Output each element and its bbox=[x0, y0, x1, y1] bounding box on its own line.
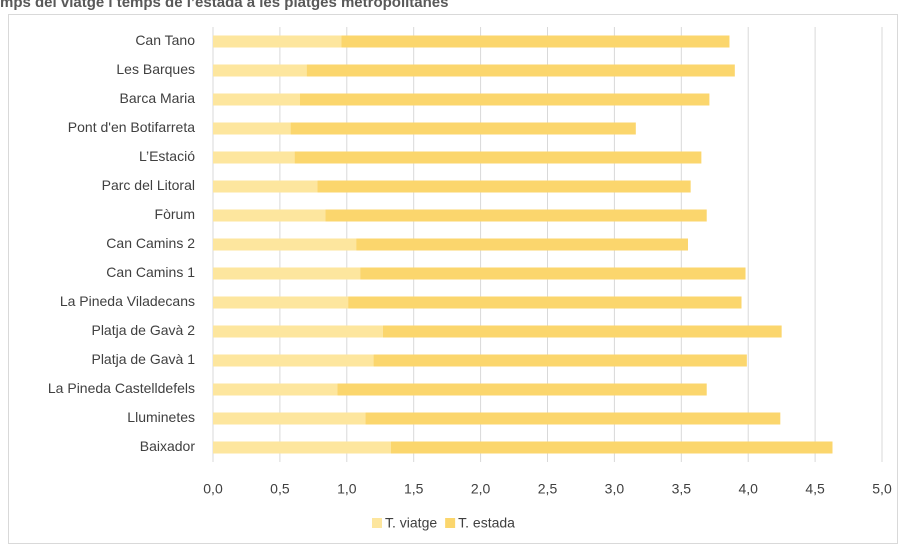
bar-segment bbox=[213, 238, 357, 251]
y-tick-label: Parc del Litoral bbox=[102, 177, 195, 193]
legend-swatch bbox=[372, 518, 382, 528]
bar-segment bbox=[213, 122, 291, 135]
bar-segment bbox=[390, 441, 833, 454]
bar-segment bbox=[213, 151, 295, 164]
bar-segment bbox=[294, 151, 702, 164]
bar-segment bbox=[290, 122, 636, 135]
bar-segment bbox=[213, 441, 391, 454]
bar-segment bbox=[213, 93, 300, 106]
bar-segment bbox=[360, 267, 746, 280]
bar-segment bbox=[306, 64, 735, 77]
y-tick-label: Pont d'en Botifarreta bbox=[68, 119, 195, 135]
bar-segment bbox=[341, 35, 730, 48]
bar-segment bbox=[348, 296, 742, 309]
bar-segment bbox=[365, 412, 781, 425]
bar-segment bbox=[213, 64, 307, 77]
bar-segment bbox=[213, 412, 366, 425]
bar-segment bbox=[325, 209, 707, 222]
y-tick-label: Can Camins 2 bbox=[106, 235, 195, 251]
x-tick-label: 3,5 bbox=[672, 481, 692, 497]
bar-segment bbox=[213, 354, 374, 367]
bar-segment bbox=[213, 180, 318, 193]
bar-segment bbox=[213, 35, 342, 48]
y-tick-label: Platja de Gavà 1 bbox=[91, 351, 195, 367]
x-tick-label: 1,0 bbox=[337, 481, 357, 497]
bar-segment bbox=[213, 209, 326, 222]
y-tick-label: Platja de Gavà 2 bbox=[91, 322, 195, 338]
legend-label: T. viatge bbox=[385, 515, 437, 531]
y-tick-label: Fòrum bbox=[155, 206, 195, 222]
y-tick-label: L’Estació bbox=[139, 148, 195, 164]
bar-segment bbox=[337, 383, 707, 396]
y-tick-label: La Pineda Castelldefels bbox=[48, 380, 195, 396]
bar-segment bbox=[213, 383, 338, 396]
bar-segment bbox=[299, 93, 710, 106]
x-tick-label: 0,0 bbox=[203, 481, 223, 497]
chart-title: mps del viatge i temps de l’estada a les… bbox=[0, 0, 448, 11]
y-tick-label: Les Barques bbox=[116, 61, 195, 77]
bar-segment bbox=[317, 180, 691, 193]
x-tick-label: 2,5 bbox=[538, 481, 558, 497]
legend-swatch bbox=[445, 518, 456, 528]
bar-segment bbox=[373, 354, 747, 367]
bar-segment bbox=[382, 325, 782, 338]
y-tick-label: Barca Maria bbox=[120, 90, 196, 106]
y-tick-label: La Pineda Viladecans bbox=[60, 293, 195, 309]
x-tick-label: 4,5 bbox=[805, 481, 825, 497]
bar-segment bbox=[213, 325, 383, 338]
x-tick-label: 4,0 bbox=[738, 481, 758, 497]
y-tick-label: Lluminetes bbox=[127, 409, 195, 425]
y-tick-label: Can Tano bbox=[135, 32, 195, 48]
x-tick-label: 1,5 bbox=[404, 481, 424, 497]
y-tick-label: Can Camins 1 bbox=[106, 264, 195, 280]
x-tick-label: 2,0 bbox=[471, 481, 491, 497]
x-tick-label: 5,0 bbox=[872, 481, 892, 497]
x-tick-label: 3,0 bbox=[605, 481, 625, 497]
y-tick-label: Baixador bbox=[140, 438, 196, 454]
bar-segment bbox=[213, 267, 361, 280]
bar-segment bbox=[213, 296, 349, 309]
legend-label: T. estada bbox=[458, 515, 515, 531]
bar-segment bbox=[356, 238, 688, 251]
x-tick-label: 0,5 bbox=[270, 481, 290, 497]
